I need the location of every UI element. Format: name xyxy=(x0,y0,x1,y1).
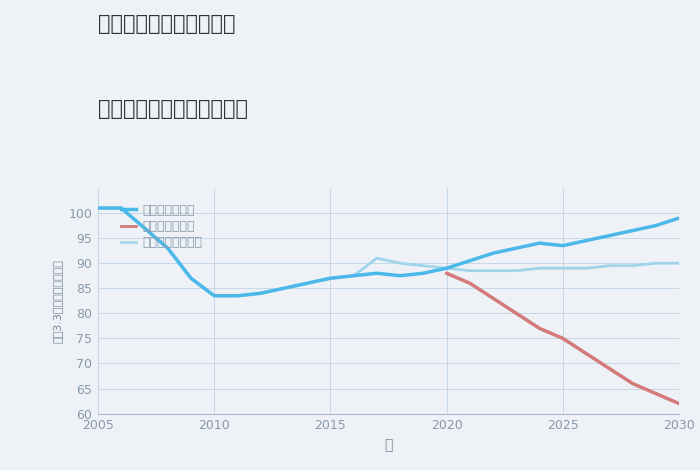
グッドシナリオ xyxy=(652,223,660,228)
ノーマルシナリオ xyxy=(256,290,265,296)
バッドシナリオ xyxy=(512,311,521,316)
グッドシナリオ xyxy=(466,258,474,264)
グッドシナリオ xyxy=(512,245,521,251)
ノーマルシナリオ xyxy=(164,245,172,251)
グッドシナリオ xyxy=(559,243,567,249)
グッドシナリオ xyxy=(349,273,358,279)
Text: 中古マンションの価格推移: 中古マンションの価格推移 xyxy=(98,99,248,119)
グッドシナリオ xyxy=(536,240,544,246)
ノーマルシナリオ xyxy=(605,263,613,268)
ノーマルシナリオ xyxy=(140,225,148,231)
グッドシナリオ xyxy=(489,251,497,256)
バッドシナリオ xyxy=(629,381,637,386)
バッドシナリオ xyxy=(675,401,683,407)
グッドシナリオ xyxy=(280,285,288,291)
ノーマルシナリオ xyxy=(582,266,590,271)
グッドシナリオ xyxy=(256,290,265,296)
ノーマルシナリオ xyxy=(187,275,195,281)
バッドシナリオ xyxy=(442,270,451,276)
グッドシナリオ xyxy=(582,238,590,243)
Line: バッドシナリオ: バッドシナリオ xyxy=(447,273,679,404)
ノーマルシナリオ xyxy=(536,266,544,271)
グッドシナリオ xyxy=(187,275,195,281)
ノーマルシナリオ xyxy=(94,205,102,211)
グッドシナリオ xyxy=(629,228,637,234)
グッドシナリオ xyxy=(303,281,312,286)
グッドシナリオ xyxy=(396,273,405,279)
ノーマルシナリオ xyxy=(117,205,125,211)
グッドシナリオ xyxy=(326,275,335,281)
ノーマルシナリオ xyxy=(512,268,521,274)
ノーマルシナリオ xyxy=(442,266,451,271)
ノーマルシナリオ xyxy=(233,293,242,298)
ノーマルシナリオ xyxy=(326,275,335,281)
バッドシナリオ xyxy=(466,281,474,286)
ノーマルシナリオ xyxy=(303,281,312,286)
ノーマルシナリオ xyxy=(349,273,358,279)
ノーマルシナリオ xyxy=(489,268,497,274)
ノーマルシナリオ xyxy=(675,260,683,266)
グッドシナリオ xyxy=(164,245,172,251)
グッドシナリオ xyxy=(140,225,148,231)
グッドシナリオ xyxy=(117,205,125,211)
Y-axis label: 坪（3.3㎡）単価（万円）: 坪（3.3㎡）単価（万円） xyxy=(53,259,63,343)
グッドシナリオ xyxy=(94,205,102,211)
ノーマルシナリオ xyxy=(280,285,288,291)
ノーマルシナリオ xyxy=(559,266,567,271)
バッドシナリオ xyxy=(605,366,613,371)
グッドシナリオ xyxy=(372,270,381,276)
ノーマルシナリオ xyxy=(419,263,428,268)
Legend: グッドシナリオ, バッドシナリオ, ノーマルシナリオ: グッドシナリオ, バッドシナリオ, ノーマルシナリオ xyxy=(116,199,207,254)
グッドシナリオ xyxy=(605,233,613,238)
ノーマルシナリオ xyxy=(372,255,381,261)
Text: 三重県桑名市上深谷部の: 三重県桑名市上深谷部の xyxy=(98,14,235,34)
グッドシナリオ xyxy=(210,293,218,298)
Line: グッドシナリオ: グッドシナリオ xyxy=(98,208,679,296)
Line: ノーマルシナリオ: ノーマルシナリオ xyxy=(98,208,679,296)
ノーマルシナリオ xyxy=(396,260,405,266)
バッドシナリオ xyxy=(652,391,660,396)
ノーマルシナリオ xyxy=(210,293,218,298)
ノーマルシナリオ xyxy=(652,260,660,266)
グッドシナリオ xyxy=(675,215,683,221)
バッドシナリオ xyxy=(536,326,544,331)
X-axis label: 年: 年 xyxy=(384,438,393,452)
ノーマルシナリオ xyxy=(629,263,637,268)
バッドシナリオ xyxy=(582,351,590,356)
ノーマルシナリオ xyxy=(466,268,474,274)
グッドシナリオ xyxy=(442,266,451,271)
バッドシナリオ xyxy=(489,296,497,301)
グッドシナリオ xyxy=(233,293,242,298)
グッドシナリオ xyxy=(419,270,428,276)
バッドシナリオ xyxy=(559,336,567,341)
